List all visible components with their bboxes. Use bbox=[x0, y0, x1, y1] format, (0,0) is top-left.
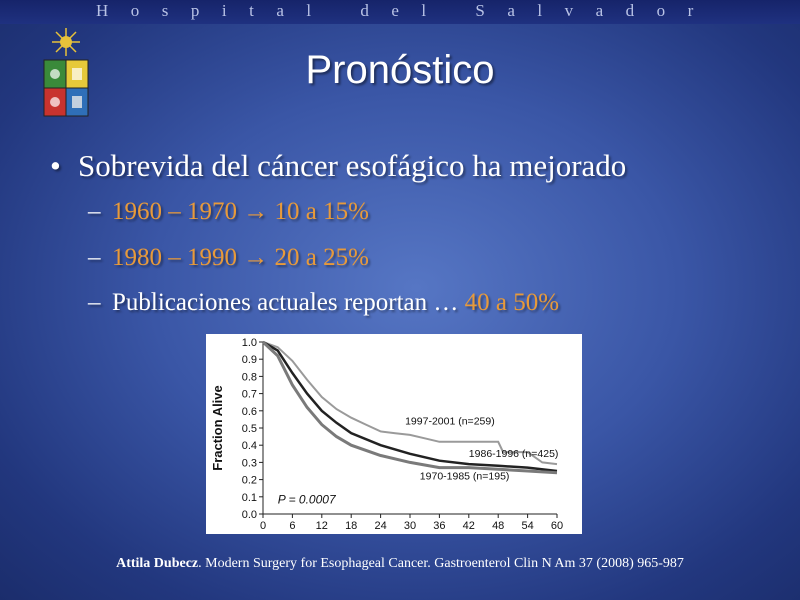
x-tick-label: 12 bbox=[316, 520, 328, 532]
y-tick-label: 0.7 bbox=[242, 389, 257, 401]
arrow-icon: → bbox=[243, 244, 269, 271]
survival-chart-svg: 0.0 0.1 0.2 0.3 0.4 0.5 0.6 0.7 0.8 0.9 1.0 0 6 12 18 2… bbox=[210, 337, 563, 532]
y-tick-label: 0.2 bbox=[242, 475, 257, 487]
sub-bullet-3: – Publicaciones actuales reportan … 40 a … bbox=[88, 289, 559, 317]
x-tick-label: 60 bbox=[551, 520, 563, 532]
x-tick-label: 30 bbox=[404, 520, 416, 532]
survival-chart: 0.0 0.1 0.2 0.3 0.4 0.5 0.6 0.7 0.8 0.9 1.0 0 6 12 18 2… bbox=[206, 334, 582, 534]
header-band: Hospital del Salvador bbox=[0, 0, 800, 24]
sub-bullet-3-text: Publicaciones actuales reportan … bbox=[112, 289, 459, 316]
hospital-name: Hospital del Salvador bbox=[96, 1, 716, 20]
university-crest-logo bbox=[43, 28, 89, 117]
y-tick-label: 0.6 bbox=[242, 406, 257, 418]
sub-bullet-2-period: 1980 – 1990 bbox=[112, 244, 237, 271]
x-tick-label: 36 bbox=[433, 520, 445, 532]
main-bullet-text: Sobrevida del cáncer esofágico ha mejora… bbox=[78, 148, 627, 183]
bullet-dot: • bbox=[50, 148, 61, 183]
y-tick-label: 0.5 bbox=[242, 423, 257, 435]
slide-title: Pronóstico bbox=[305, 48, 495, 92]
y-tick-label: 0.9 bbox=[242, 354, 257, 366]
series-line-3 bbox=[261, 340, 558, 475]
x-tick-label: 0 bbox=[260, 520, 266, 532]
x-tick-label: 6 bbox=[289, 520, 295, 532]
x-tick-label: 48 bbox=[492, 520, 504, 532]
x-tick-label: 24 bbox=[374, 520, 386, 532]
sun-icon bbox=[52, 28, 80, 56]
series-line-1 bbox=[262, 341, 558, 466]
y-axis-label: Fraction Alive bbox=[210, 385, 225, 470]
citation-author: Attila Dubecz bbox=[116, 556, 199, 571]
sub-bullet-2-value: 20 a 25% bbox=[274, 244, 369, 271]
series-label-2: 1986-1996 (n=425) bbox=[469, 448, 559, 460]
y-tick-label: 1.0 bbox=[242, 337, 257, 349]
y-tick-label: 0.0 bbox=[242, 509, 257, 521]
sub-bullet-1-period: 1960 – 1970 bbox=[112, 198, 237, 225]
dash: – bbox=[88, 198, 101, 225]
y-tick-label: 0.1 bbox=[242, 492, 257, 504]
sub-bullet-2: –1980 – 1990 → 20 a 25% bbox=[88, 244, 369, 272]
series-line-2 bbox=[262, 340, 558, 473]
sub-bullet-1: –1960 – 1970 → 10 a 15% bbox=[88, 198, 369, 226]
x-tick-label: 42 bbox=[463, 520, 475, 532]
dash: – bbox=[88, 289, 101, 316]
citation: Attila Dubecz. Modern Surgery for Esopha… bbox=[0, 556, 800, 572]
x-tick-label: 18 bbox=[345, 520, 357, 532]
arrow-icon: → bbox=[243, 198, 269, 225]
series-label-1: 1997-2001 (n=259) bbox=[405, 416, 495, 428]
citation-text: . Modern Surgery for Esophageal Cancer. … bbox=[198, 556, 684, 571]
p-value-annotation: P = 0.0007 bbox=[278, 493, 337, 507]
x-tick-label: 54 bbox=[521, 520, 533, 532]
y-tick-label: 0.3 bbox=[242, 457, 257, 469]
sub-bullet-1-value: 10 a 15% bbox=[274, 198, 369, 225]
y-tick-label: 0.8 bbox=[242, 371, 257, 383]
main-bullet: • Sobrevida del cáncer esofágico ha mejor… bbox=[50, 148, 626, 184]
sub-bullet-3-value: 40 a 50% bbox=[464, 289, 560, 316]
dash: – bbox=[88, 244, 101, 271]
y-tick-label: 0.4 bbox=[242, 440, 257, 452]
series-label-3: 1970-1985 (n=195) bbox=[420, 471, 510, 483]
